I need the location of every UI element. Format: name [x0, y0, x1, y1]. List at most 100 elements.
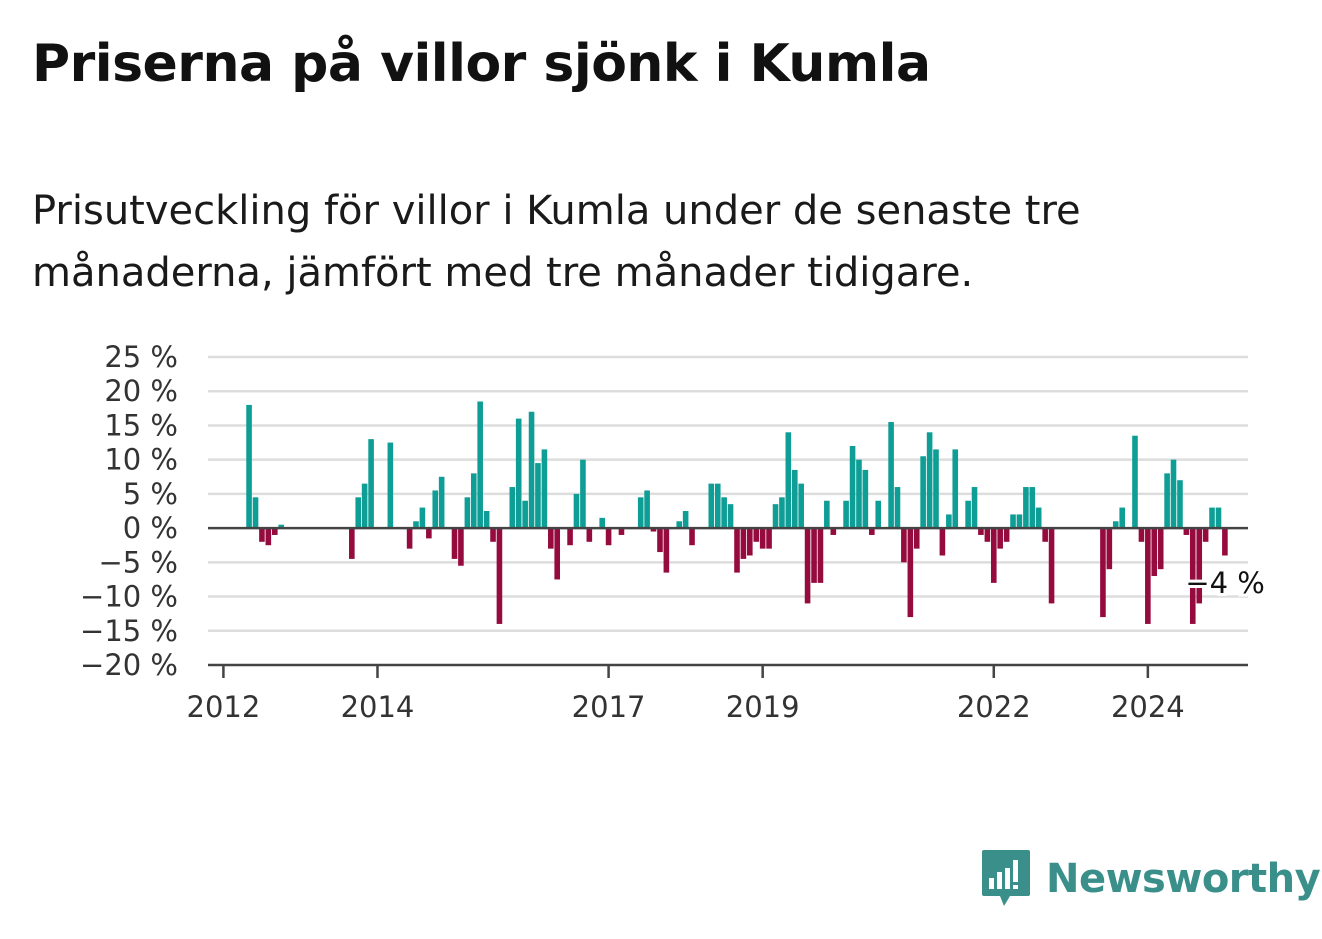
- bar-positive: [1112, 521, 1119, 529]
- bar-positive: [246, 404, 252, 529]
- x-tick-label: 2024: [1111, 690, 1185, 724]
- bar-negative: [458, 528, 464, 566]
- bar-positive: [779, 497, 785, 529]
- y-tick-label: 15 %: [104, 408, 178, 442]
- bar-negative: [766, 528, 772, 549]
- bar-positive: [676, 521, 683, 529]
- bar-chart: −20 %−15 %−10 %−5 %0 %5 %10 %15 %20 %25 …: [80, 340, 1268, 724]
- bar-negative: [1100, 528, 1106, 618]
- bar-negative: [271, 528, 278, 535]
- bar-negative: [1189, 528, 1196, 624]
- bar-positive: [798, 483, 804, 529]
- bar-negative: [1138, 528, 1145, 542]
- brand-name: Newsworthy: [1046, 856, 1321, 902]
- bar-positive: [971, 487, 978, 529]
- bar-negative: [586, 528, 593, 542]
- bar-positive: [920, 456, 926, 529]
- bar-positive: [515, 418, 522, 529]
- bar-negative: [759, 528, 766, 549]
- axes: [208, 526, 1248, 678]
- bar-positive: [824, 500, 830, 529]
- bar-negative: [753, 528, 760, 542]
- bar-negative: [990, 528, 997, 583]
- bar-positive: [682, 511, 689, 529]
- bar-positive: [1215, 507, 1222, 529]
- bar-positive: [785, 432, 792, 529]
- bar-negative: [663, 528, 670, 573]
- bar-negative: [349, 528, 355, 559]
- bar-positive: [946, 514, 952, 529]
- bar-negative: [554, 528, 561, 580]
- bar-chart-logo-icon: [982, 850, 1030, 906]
- bar-positive: [252, 497, 259, 529]
- bar-positive: [464, 497, 471, 529]
- bar-negative: [259, 528, 265, 542]
- bar-positive: [1170, 459, 1177, 529]
- bar-negative: [650, 528, 657, 532]
- bar-negative: [997, 528, 1003, 549]
- y-tick-label: 0 %: [123, 511, 178, 545]
- bar-positive: [1119, 507, 1125, 529]
- bar-positive: [1177, 480, 1183, 529]
- y-tick-label: 10 %: [104, 443, 178, 477]
- bar-negative: [496, 528, 503, 624]
- bar-positive: [1164, 473, 1170, 529]
- bar-positive: [637, 497, 644, 529]
- bar-negative: [1151, 528, 1158, 577]
- y-tick-label: 20 %: [104, 374, 178, 408]
- bar-positive: [727, 504, 734, 529]
- bar-negative: [548, 528, 554, 549]
- bar-positive: [477, 401, 483, 529]
- bar-positive: [1023, 487, 1029, 529]
- bar-positive: [387, 442, 394, 529]
- bar-negative: [567, 528, 573, 546]
- latest-value-annotation: −4 %: [1185, 566, 1265, 600]
- bar-positive: [856, 459, 862, 529]
- bar-positive: [849, 445, 856, 529]
- bar-negative: [265, 528, 272, 546]
- bar-negative: [490, 528, 496, 542]
- bar-negative: [1157, 528, 1164, 570]
- bar-negative: [451, 528, 458, 559]
- bar-negative: [1222, 528, 1228, 556]
- bar-negative: [605, 528, 612, 546]
- bar-negative: [869, 528, 875, 535]
- bar-negative: [1106, 528, 1113, 570]
- bar-negative: [830, 528, 837, 535]
- x-tick-label: 2017: [572, 690, 646, 724]
- bar-negative: [901, 528, 907, 563]
- bar-positive: [432, 490, 439, 529]
- bar-positive: [1209, 507, 1215, 529]
- x-tick-label: 2014: [341, 690, 415, 724]
- bar-positive: [528, 411, 535, 529]
- bar-positive: [933, 449, 939, 529]
- bar-negative: [1042, 528, 1048, 542]
- x-tick-label: 2022: [957, 690, 1031, 724]
- y-tick-label: 25 %: [104, 340, 178, 374]
- bar-positive: [509, 487, 516, 529]
- bar-negative: [747, 528, 753, 556]
- bar-negative: [426, 528, 432, 539]
- bar-positive: [580, 459, 586, 529]
- y-tick-label: −15 %: [80, 614, 178, 648]
- bar-positive: [888, 422, 894, 529]
- bar-positive: [926, 432, 933, 529]
- bar-positive: [1016, 514, 1023, 529]
- bar-negative: [618, 528, 625, 535]
- bar-positive: [368, 439, 374, 529]
- y-tick-label: 5 %: [123, 477, 178, 511]
- bar-negative: [811, 528, 817, 583]
- bar-negative: [978, 528, 984, 535]
- x-tick-label: 2012: [187, 690, 261, 724]
- bar-positive: [599, 517, 605, 529]
- bar-negative: [1202, 528, 1209, 542]
- bar-negative: [817, 528, 824, 583]
- bar-negative: [1196, 528, 1203, 604]
- bar-positive: [791, 469, 798, 529]
- y-tick-label: −10 %: [80, 580, 178, 614]
- bar-positive: [862, 469, 869, 529]
- newsworthy-logo: Newsworthy: [980, 848, 1321, 910]
- bar-positive: [952, 449, 959, 529]
- bar-positive: [483, 511, 490, 529]
- bar-positive: [1035, 507, 1042, 529]
